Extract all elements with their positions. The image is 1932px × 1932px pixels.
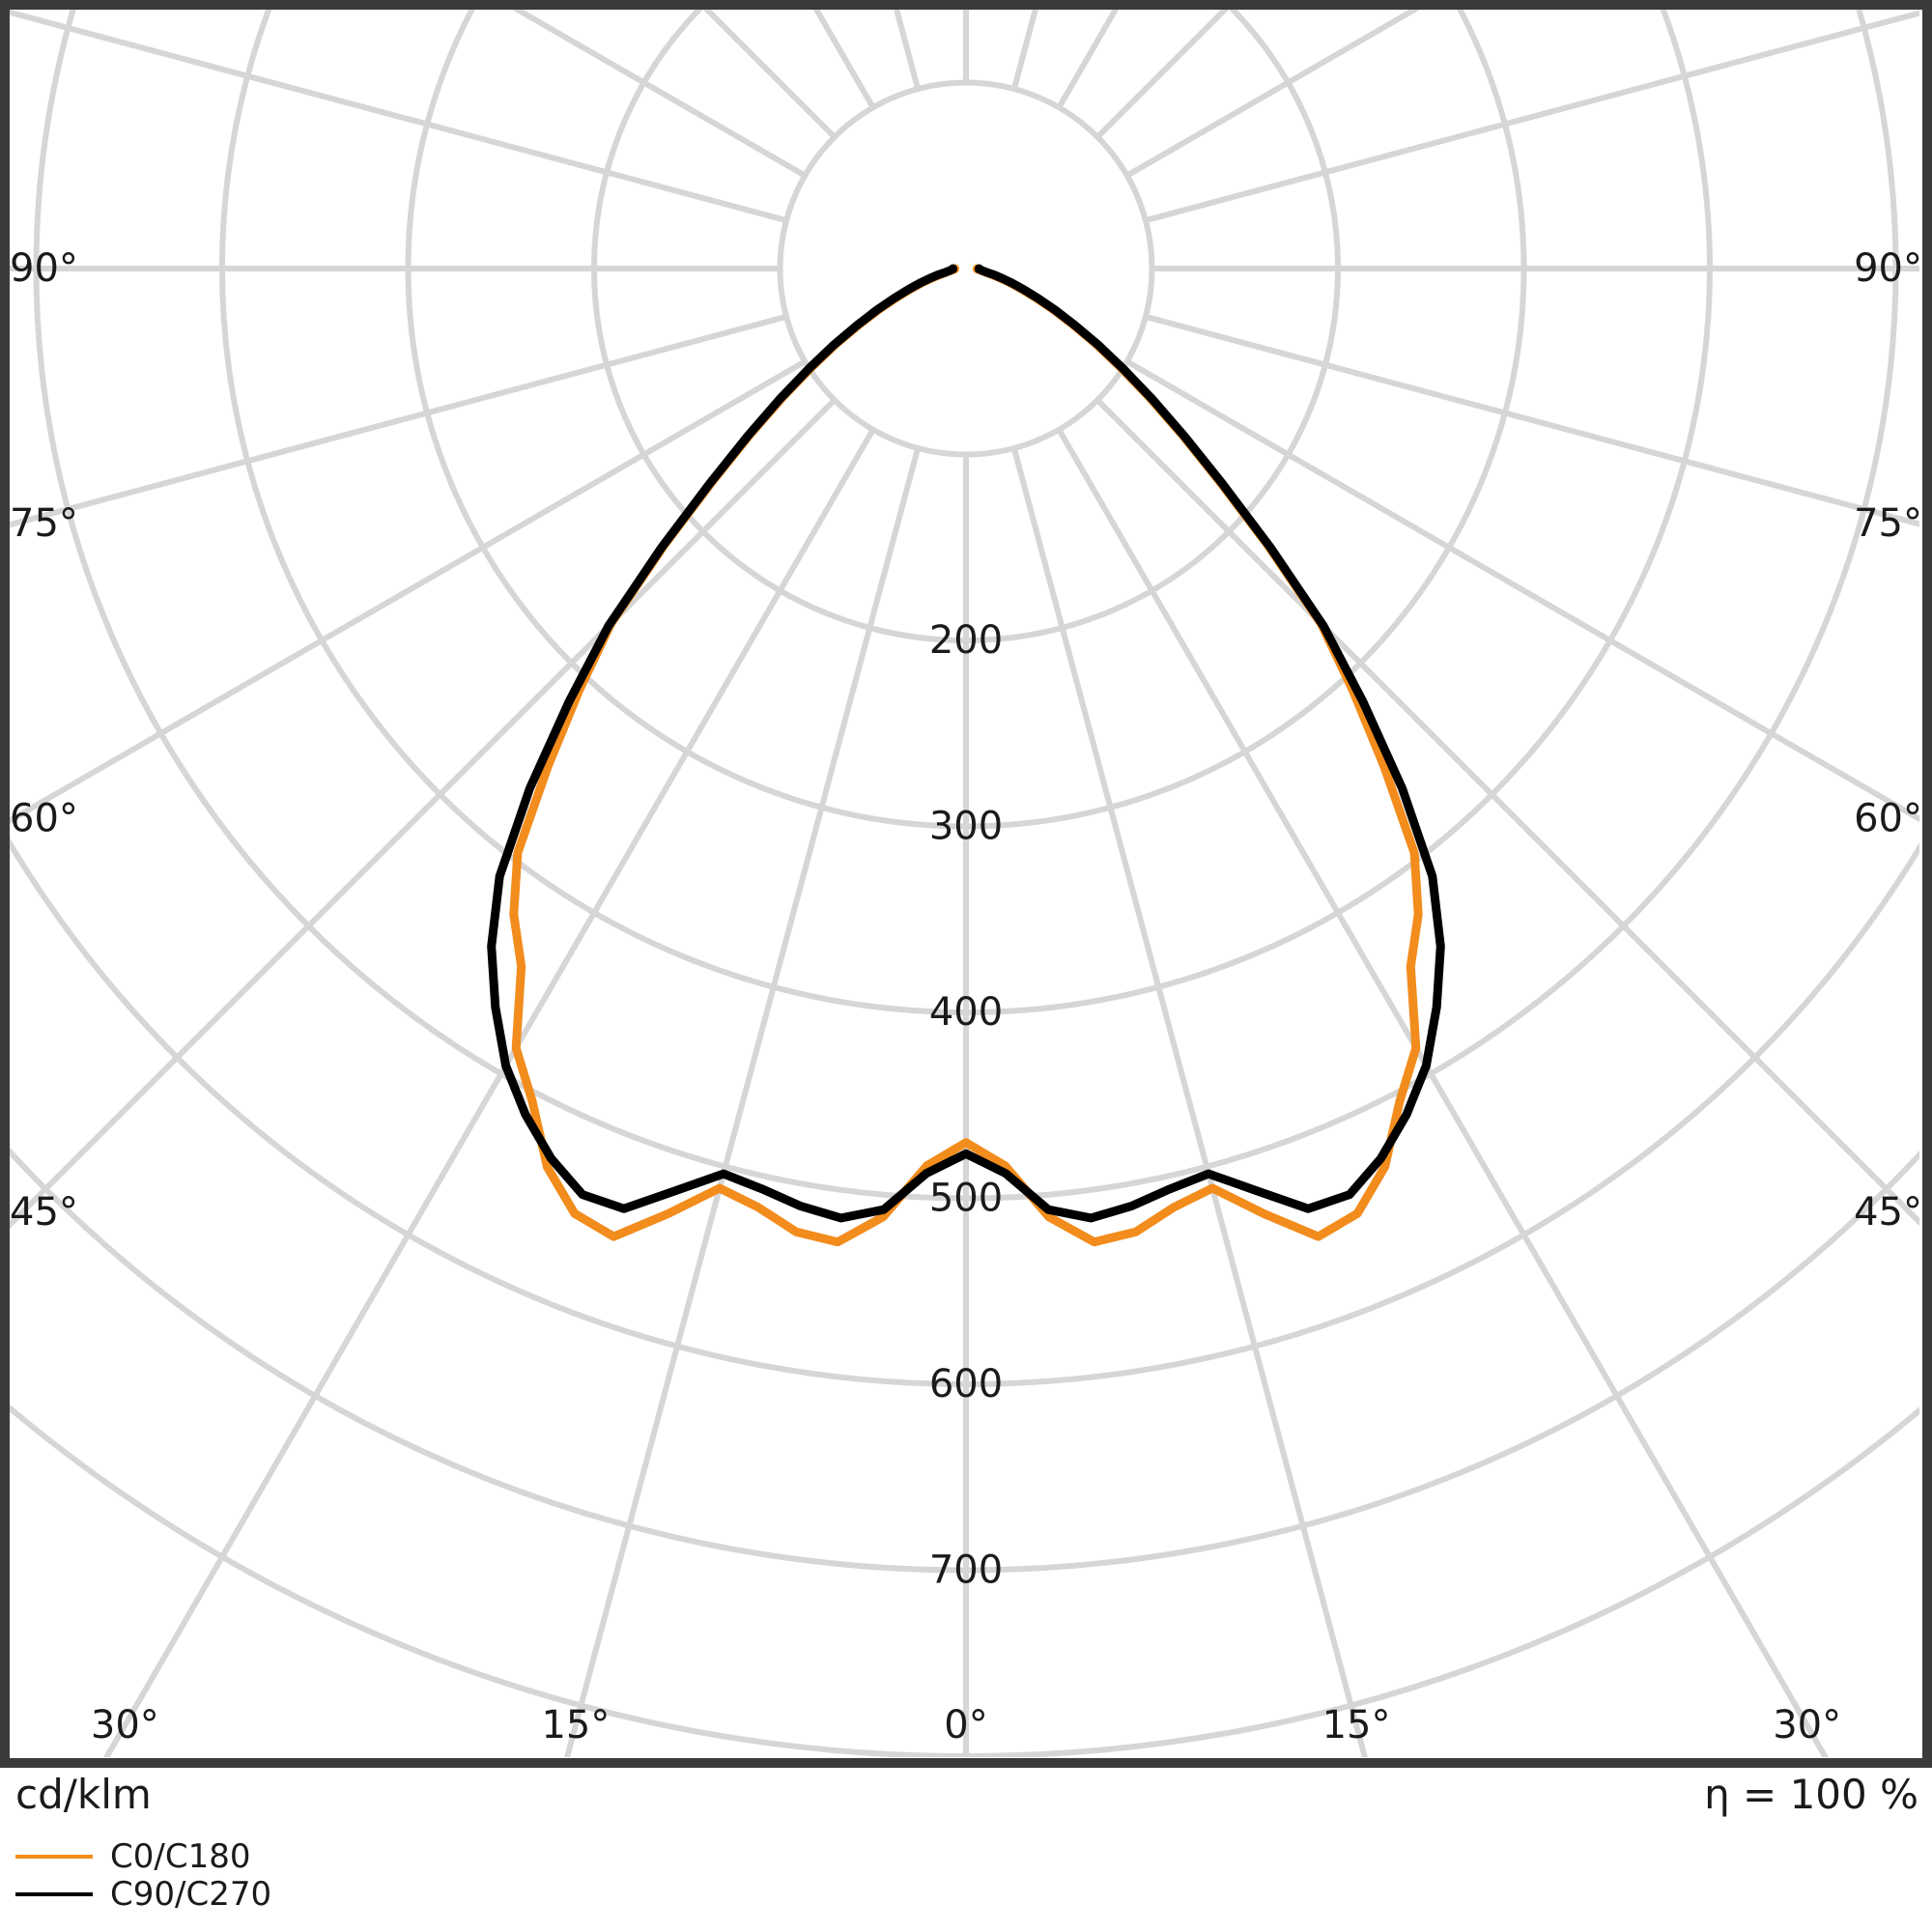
legend-item-c0-c180: C0/C180 <box>15 1836 271 1876</box>
radial-tick-label-600: 600 <box>929 1362 1003 1406</box>
legend-item-c90-c270: C90/C270 <box>15 1874 272 1914</box>
angle-label-bottom--30: 30° <box>91 1703 159 1747</box>
efficiency-label: η = 100 % <box>1704 1771 1918 1818</box>
grid-ray-315 <box>10 397 838 1230</box>
angle-label-bottom-15: 15° <box>1322 1703 1391 1747</box>
angle-label-right-75: 75° <box>1854 501 1922 546</box>
angle-label-left-45: 45° <box>10 1190 78 1235</box>
grid-ray-75 <box>1145 313 1919 527</box>
grid-ray-285 <box>10 313 787 528</box>
grid-ray-45 <box>1094 397 1919 1227</box>
legend-label-c90-c270: C90/C270 <box>110 1874 272 1914</box>
angle-label-right-90: 90° <box>1854 246 1922 291</box>
angle-label-bottom--15: 15° <box>541 1703 610 1747</box>
grid-ray-255 <box>10 10 787 224</box>
c0-c180-line-swatch <box>15 1854 93 1859</box>
chart-frame <box>0 0 1932 1768</box>
grid-ray-330 <box>102 428 876 1757</box>
grid-ray-345 <box>563 447 922 1757</box>
radial-tick-label-400: 400 <box>929 990 1003 1035</box>
footer-row: cd/klm η = 100 % <box>0 1772 1932 1818</box>
grid-ray-300 <box>10 358 807 825</box>
legend: C0/C180 C90/C270 <box>15 1836 272 1914</box>
angle-label-left-90: 90° <box>10 246 78 291</box>
grid-ray-15 <box>1010 447 1369 1757</box>
grid-ray-60 <box>1125 358 1919 823</box>
radial-tick-label-500: 500 <box>929 1177 1003 1221</box>
axis-labels: 90° 75° 60° 45° 90° 75° 60° 45° 30° 15° 0° 15° 30° 20… <box>10 246 1922 1747</box>
radial-tick-label-200: 200 <box>929 618 1003 663</box>
grid-ray-195 <box>894 10 922 90</box>
angle-label-right-60: 60° <box>1854 796 1922 840</box>
grid-ray-30 <box>1056 428 1830 1757</box>
radial-tick-label-300: 300 <box>929 805 1003 849</box>
legend-label-c0-c180: C0/C180 <box>110 1836 251 1876</box>
grid-circle-100 <box>777 79 1155 458</box>
angle-label-left-60: 60° <box>10 796 78 840</box>
angle-label-bottom-0: 0° <box>944 1703 987 1747</box>
grid-ray-105 <box>1145 10 1919 224</box>
angle-label-bottom-30: 30° <box>1773 1703 1841 1747</box>
c90-c270-line-swatch <box>15 1891 93 1896</box>
grid-ray-135 <box>1094 10 1230 140</box>
grid-ray-225 <box>702 10 838 140</box>
units-label: cd/klm <box>15 1771 152 1818</box>
curve-c90-c270 <box>487 264 1445 1223</box>
grid-ray-165 <box>1010 10 1038 90</box>
angle-label-left-75: 75° <box>10 501 78 546</box>
radial-tick-label-700: 700 <box>929 1548 1003 1593</box>
angle-label-right-45: 45° <box>1854 1190 1922 1235</box>
